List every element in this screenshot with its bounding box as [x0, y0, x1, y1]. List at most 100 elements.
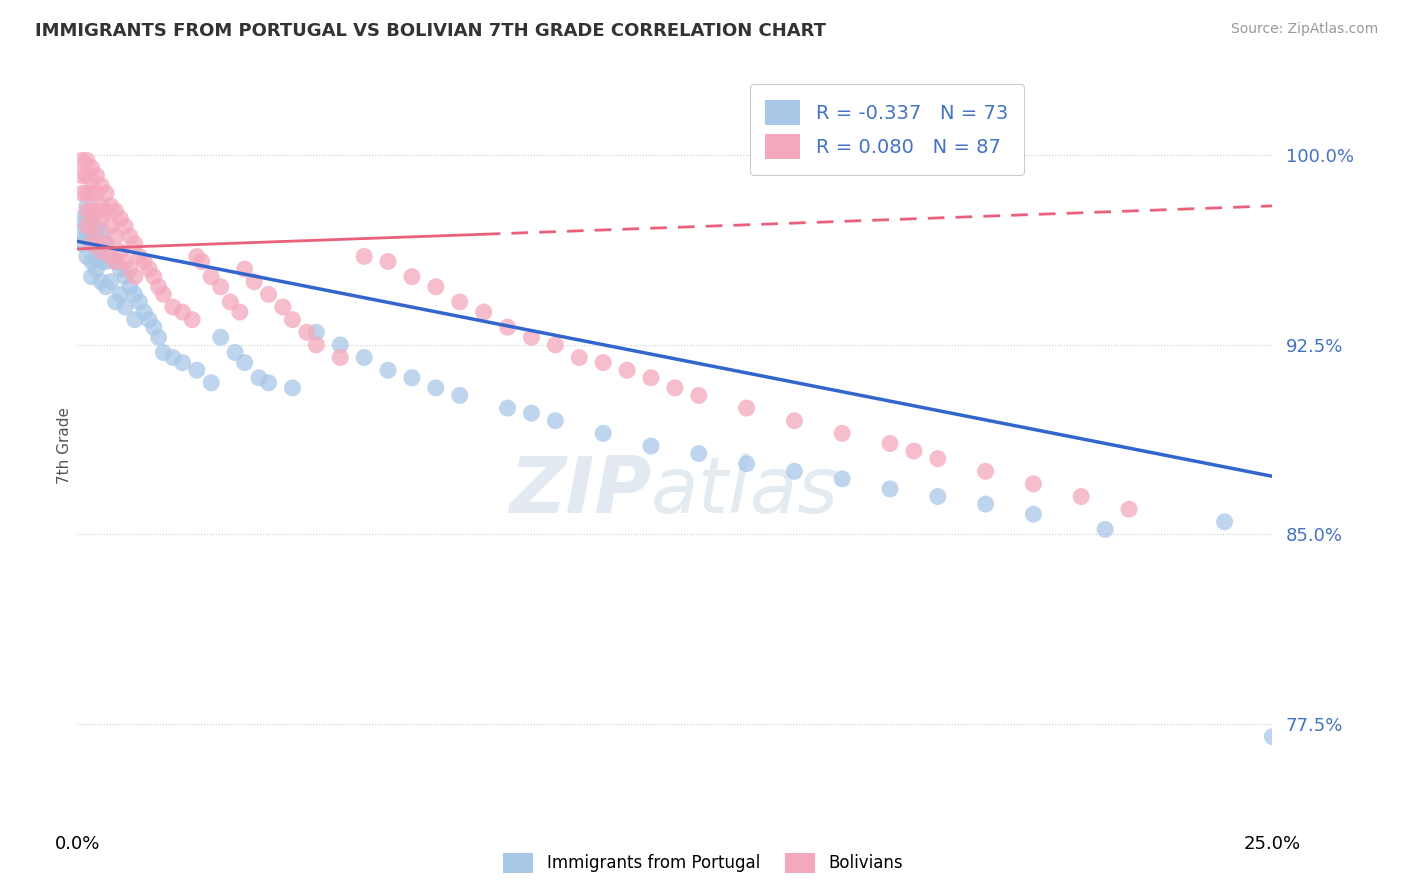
- Point: [219, 294, 242, 309]
- Point: [200, 376, 222, 390]
- Point: [257, 376, 280, 390]
- Point: [80, 186, 103, 201]
- Point: [94, 280, 117, 294]
- Point: [472, 305, 495, 319]
- Point: [90, 211, 112, 226]
- Point: [148, 280, 170, 294]
- Point: [104, 229, 127, 244]
- Point: [90, 178, 112, 193]
- Point: [70, 236, 93, 251]
- Point: [974, 464, 997, 478]
- Point: [100, 275, 122, 289]
- Point: [114, 300, 136, 314]
- Point: [1118, 502, 1140, 516]
- Point: [903, 444, 925, 458]
- Point: [1022, 507, 1045, 521]
- Point: [281, 381, 304, 395]
- Point: [735, 457, 758, 471]
- Point: [449, 294, 471, 309]
- Point: [520, 406, 543, 420]
- Point: [1213, 515, 1236, 529]
- Point: [305, 325, 328, 339]
- Point: [90, 224, 112, 238]
- Point: [688, 388, 710, 402]
- Point: [544, 414, 567, 428]
- Point: [86, 229, 108, 244]
- Point: [76, 199, 98, 213]
- Point: [124, 287, 146, 301]
- Point: [831, 426, 853, 441]
- Point: [640, 370, 662, 384]
- Text: atlas: atlas: [651, 453, 839, 530]
- Point: [86, 262, 108, 277]
- Point: [496, 320, 519, 334]
- Point: [209, 330, 232, 344]
- Point: [172, 355, 194, 369]
- Point: [401, 370, 423, 384]
- Point: [76, 224, 98, 238]
- Point: [640, 439, 662, 453]
- Point: [80, 219, 103, 233]
- Point: [1070, 490, 1092, 504]
- Point: [353, 249, 375, 263]
- Point: [616, 363, 638, 377]
- Point: [70, 153, 93, 168]
- Point: [568, 351, 591, 365]
- Y-axis label: 7th Grade: 7th Grade: [56, 408, 72, 484]
- Point: [110, 287, 132, 301]
- Point: [162, 351, 184, 365]
- Point: [186, 249, 208, 263]
- Point: [70, 224, 93, 238]
- Point: [80, 203, 103, 218]
- Point: [104, 294, 127, 309]
- Legend: R = -0.337   N = 73, R = 0.080   N = 87: R = -0.337 N = 73, R = 0.080 N = 87: [749, 84, 1024, 175]
- Point: [104, 203, 127, 218]
- Point: [233, 262, 256, 277]
- Text: Source: ZipAtlas.com: Source: ZipAtlas.com: [1230, 22, 1378, 37]
- Point: [271, 300, 294, 314]
- Text: ZIP: ZIP: [509, 453, 651, 530]
- Point: [544, 338, 567, 352]
- Point: [377, 254, 399, 268]
- Point: [80, 269, 103, 284]
- Point: [118, 280, 141, 294]
- Point: [329, 351, 352, 365]
- Point: [80, 236, 103, 251]
- Point: [100, 249, 122, 263]
- Point: [831, 472, 853, 486]
- Point: [80, 211, 103, 226]
- Point: [1022, 476, 1045, 491]
- Point: [138, 262, 160, 277]
- Point: [118, 229, 141, 244]
- Point: [118, 262, 141, 277]
- Point: [128, 294, 150, 309]
- Point: [496, 401, 519, 415]
- Point: [190, 254, 212, 268]
- Point: [783, 414, 806, 428]
- Point: [247, 370, 270, 384]
- Point: [142, 320, 165, 334]
- Point: [927, 490, 949, 504]
- Point: [152, 287, 174, 301]
- Point: [100, 219, 122, 233]
- Point: [110, 244, 132, 259]
- Point: [879, 436, 901, 450]
- Point: [233, 355, 256, 369]
- Point: [879, 482, 901, 496]
- Point: [90, 254, 112, 268]
- Point: [70, 169, 93, 183]
- Point: [209, 280, 232, 294]
- Point: [134, 305, 156, 319]
- Point: [76, 219, 98, 233]
- Point: [305, 338, 328, 352]
- Point: [377, 363, 399, 377]
- Point: [76, 203, 98, 218]
- Point: [86, 203, 108, 218]
- Point: [124, 236, 146, 251]
- Point: [100, 249, 122, 263]
- Point: [401, 269, 423, 284]
- Point: [90, 199, 112, 213]
- Point: [281, 312, 304, 326]
- Point: [229, 305, 252, 319]
- Point: [114, 254, 136, 268]
